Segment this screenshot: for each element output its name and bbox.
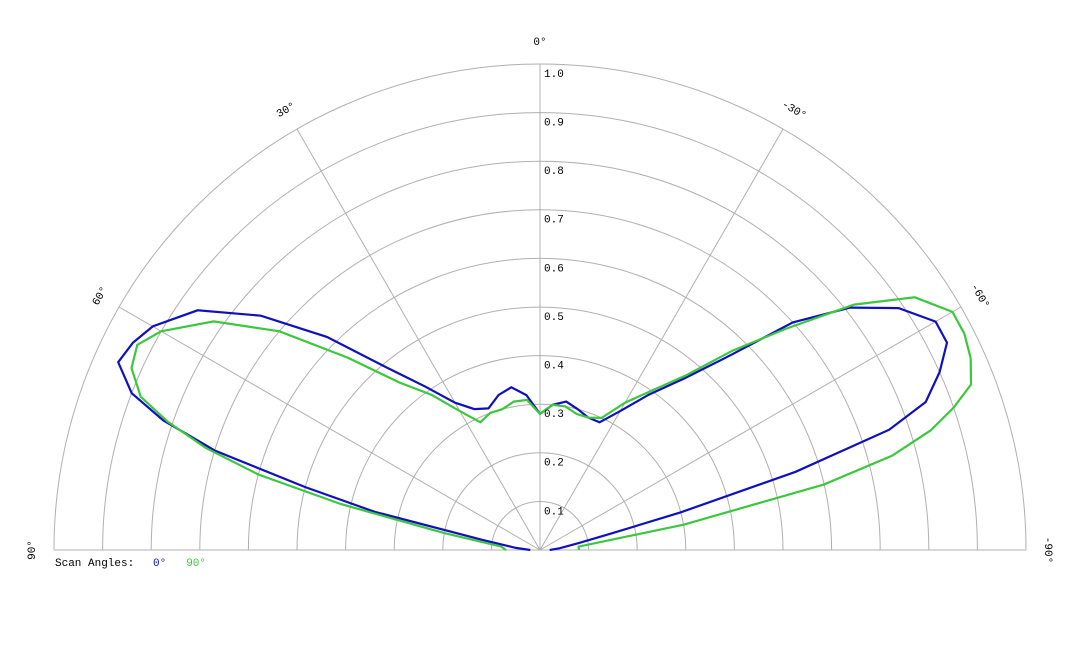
series-line [130,296,973,551]
r-tick-label: 0.7 [544,215,564,227]
r-tick-label: 0.1 [544,506,564,518]
r-tick-label: 0.4 [544,361,564,373]
r-tick-label: 0.6 [544,263,564,275]
grid-spoke [296,128,541,551]
series-line [116,306,949,552]
theta-tick-label: -60° [967,282,991,311]
theta-tick-label: 30° [275,101,298,121]
theta-tick-label: -90° [1041,537,1053,563]
legend-entry: 0° [153,558,166,570]
grid-spoke [118,306,541,551]
r-tick-label: 0.2 [544,458,564,470]
plot-area [116,296,973,552]
r-tick-label: 0.5 [544,312,564,324]
legend-title: Scan Angles: [55,558,134,570]
theta-tick-label: 90° [27,540,39,560]
theta-tick-label: 60° [91,285,111,308]
r-tick-label: 0.3 [544,409,564,421]
r-tick-label: 0.8 [544,166,564,178]
theta-tick-label: -30° [779,99,808,123]
legend-entry: 90° [186,558,206,570]
grid-spoke [539,306,962,551]
r-tick-label: 1.0 [544,69,564,81]
theta-tick-label: 0° [533,37,546,49]
grid-spoke [539,128,784,551]
grid [53,63,1027,551]
r-tick-label: 0.9 [544,118,564,130]
